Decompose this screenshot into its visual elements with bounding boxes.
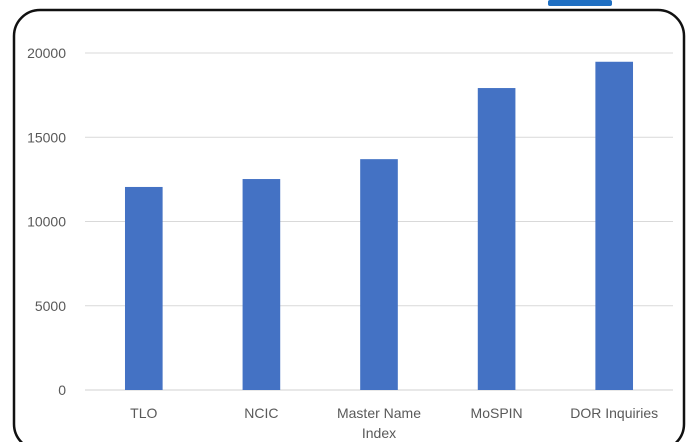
x-axis-ticks: TLO NCIC Master Name Index MoSPIN DOR Inquiri… (130, 405, 658, 441)
chart-border (12, 8, 686, 442)
cropped-heading-fragment (548, 0, 612, 6)
bar-2 (360, 159, 398, 390)
bar-4 (595, 61, 634, 391)
x-tick-label-2: Master Name Index (337, 405, 421, 441)
y-tick-label-0: 0 (58, 382, 66, 398)
bar-0 (124, 186, 163, 390)
x-tick-label-4: DOR Inquiries (570, 405, 658, 421)
y-tick-label-3: 15000 (27, 129, 66, 145)
y-tick-label-2: 10000 (27, 214, 66, 230)
x-tick-label-0: TLO (130, 405, 157, 421)
y-axis-ticks: 0 5000 10000 15000 20000 (27, 45, 66, 398)
bar-1 (242, 179, 281, 390)
bars (124, 61, 634, 391)
y-tick-label-4: 20000 (27, 45, 66, 61)
x-tick-label-3: MoSPIN (471, 405, 523, 421)
x-tick-label-1: NCIC (244, 405, 278, 421)
bar-3 (477, 88, 516, 390)
y-tick-label-1: 5000 (35, 298, 66, 314)
